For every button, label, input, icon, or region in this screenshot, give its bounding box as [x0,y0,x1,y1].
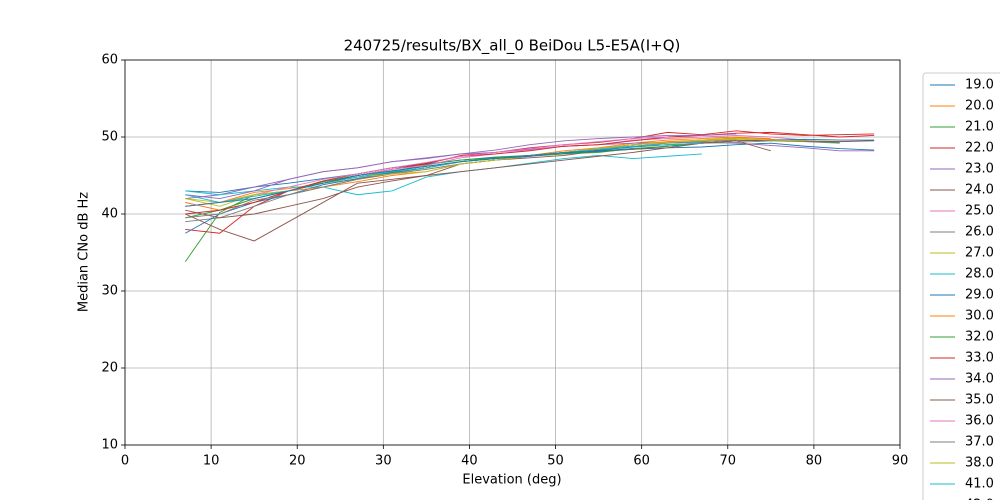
x-tick-label: 90 [892,454,909,469]
legend-label: 25.0 [965,204,994,219]
x-tick-label: 50 [547,454,564,469]
x-axis-label: Elevation (deg) [462,473,561,488]
legend-label: 20.0 [965,99,994,114]
series-line [185,142,702,203]
legend-label: 26.0 [965,225,994,240]
y-tick-label: 30 [101,284,118,299]
legend-label: 35.0 [965,393,994,408]
y-tick-label: 10 [101,438,118,453]
x-tick-label: 10 [203,454,220,469]
legend-label: 36.0 [965,414,994,429]
legend-label: 22.0 [965,141,994,156]
legend-label: 30.0 [965,309,994,324]
x-tick-label: 40 [461,454,478,469]
legend-label: 27.0 [965,246,994,261]
chart-title: 240725/results/BX_all_0 BeiDou L5-E5A(I+… [344,37,681,56]
legend-label: 32.0 [965,330,994,345]
legend-box [922,72,1000,500]
x-tick-label: 20 [289,454,306,469]
plot-frame [124,59,901,446]
legend-label: 41.0 [965,477,994,492]
x-tick-label: 70 [720,454,737,469]
y-tick-label: 20 [101,361,118,376]
y-tick-label: 50 [101,130,118,145]
x-tick-label: 80 [806,454,823,469]
legend-label: 42.0 [965,498,994,500]
series-line [185,136,668,207]
x-tick-label: 0 [121,454,129,469]
x-tick-label: 30 [375,454,392,469]
y-axis-label: Median CNo dB Hz [77,192,92,312]
series-line [185,139,875,219]
legend-label: 28.0 [965,267,994,282]
legend-label: 34.0 [965,372,994,387]
legend-label: 38.0 [965,456,994,471]
legend: 19.0 20.0 21.0 22.0 23.0 24.0 25.0 26.0 27.0 28.0… [930,78,994,500]
legend-label: 23.0 [965,162,994,177]
legend-label: 21.0 [965,120,994,135]
legend-label: 29.0 [965,288,994,303]
legend-label: 19.0 [965,78,994,93]
lines [184,130,875,262]
x-tick-label: 60 [633,454,650,469]
series-line [185,131,875,215]
y-tick-label: 40 [101,207,118,222]
series-line [185,148,634,207]
series-line [185,133,737,200]
legend-label: 24.0 [965,183,994,198]
y-tick-label: 60 [101,53,118,68]
legend-label: 37.0 [965,435,994,450]
legend-label: 33.0 [965,351,994,366]
series-line [185,153,702,196]
